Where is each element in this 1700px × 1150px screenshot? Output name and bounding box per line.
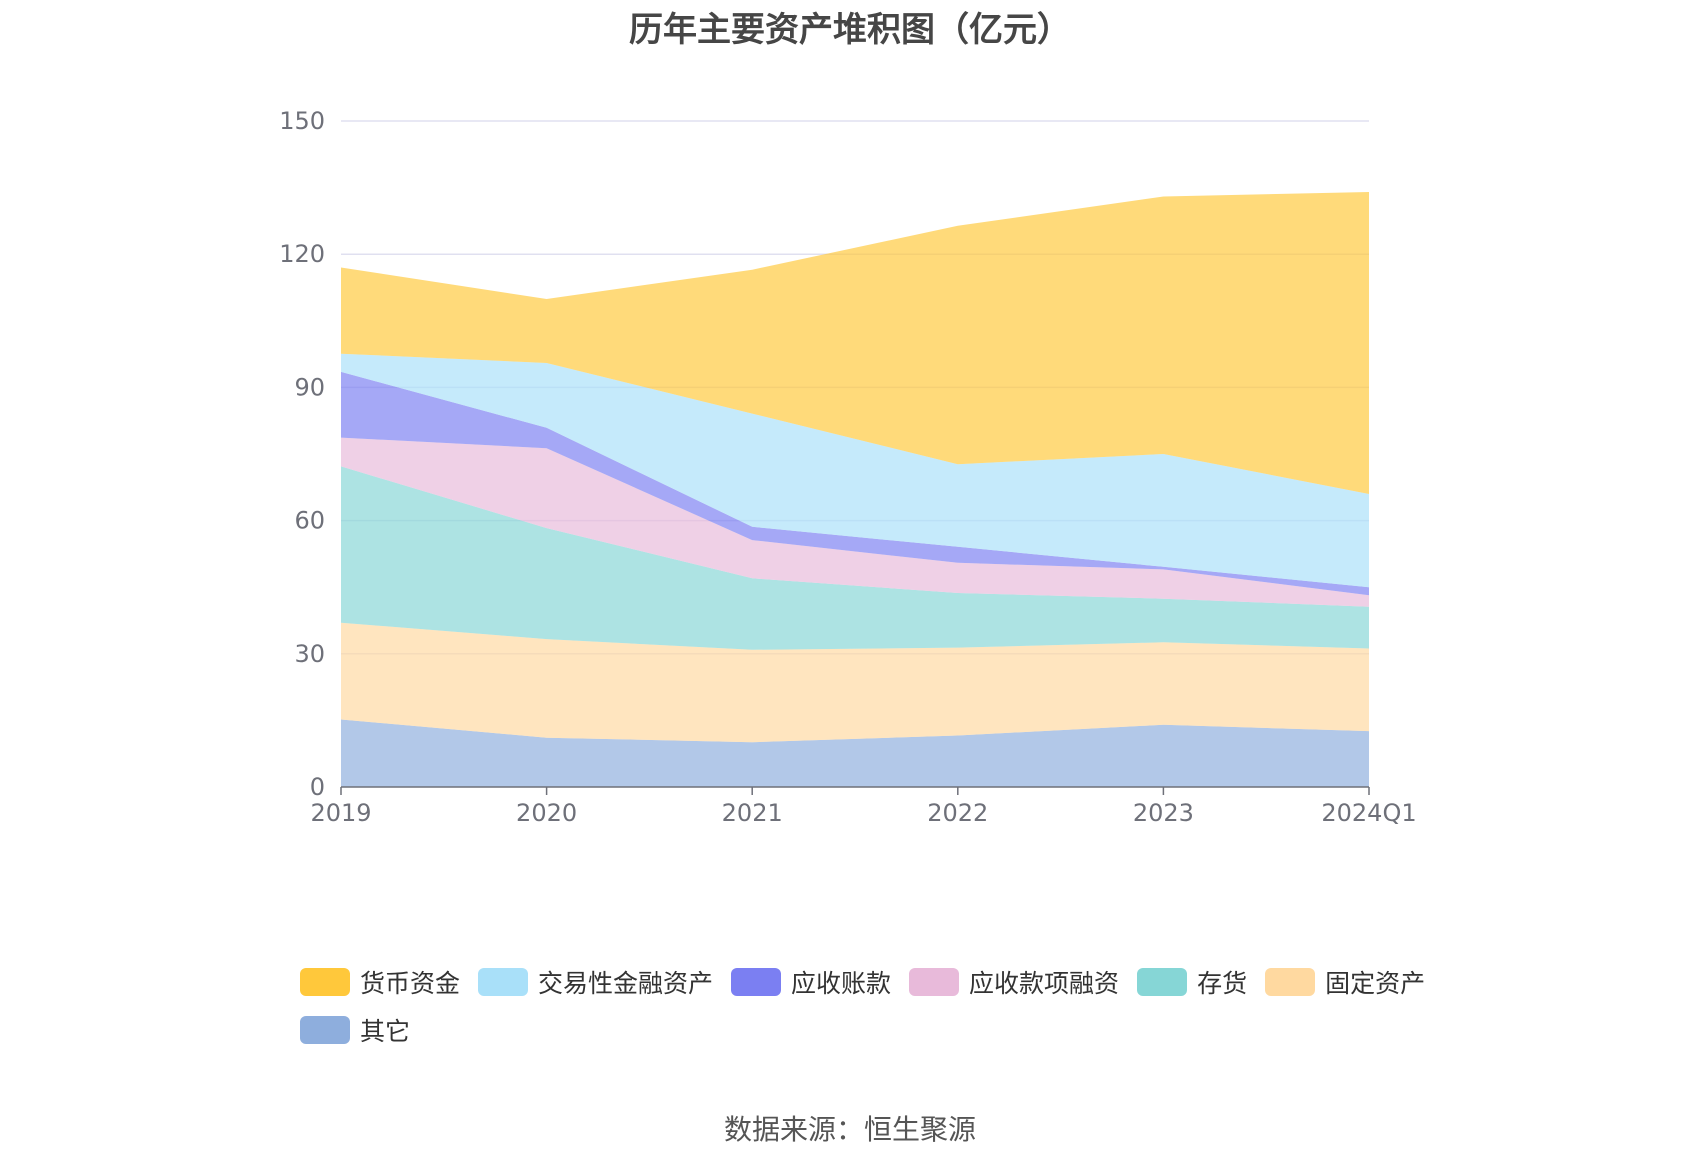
legend-label: 货币资金 (360, 969, 461, 998)
legend-item[interactable]: 货币资金 (300, 958, 460, 1006)
legend-item[interactable]: 存货 (1137, 958, 1247, 1006)
area-series-group (341, 192, 1369, 787)
legend: 货币资金 交易性金融资产 应收账款 应收款项融资 存货 固定资产其它 (300, 958, 1450, 1054)
y-tick-label: 90 (294, 373, 325, 401)
area-series-应收账款 (341, 371, 1369, 596)
legend-label: 其它 (360, 1017, 411, 1046)
legend-item[interactable]: 交易性金融资产 (478, 958, 713, 1006)
legend-item[interactable]: 其它 (300, 1006, 410, 1054)
legend-swatch (478, 968, 529, 996)
legend-swatch (909, 968, 960, 996)
legend-label: 固定资产 (1325, 969, 1426, 998)
legend-item[interactable]: 应收款项融资 (909, 958, 1119, 1006)
y-tick-label: 30 (294, 640, 325, 668)
axes (340, 786, 1370, 795)
area-series-货币资金 (341, 192, 1369, 494)
legend-label: 交易性金融资产 (538, 969, 714, 998)
area-series-固定资产 (341, 622, 1369, 743)
y-tick-label: 150 (279, 107, 325, 135)
area-series-其它 (341, 719, 1369, 787)
legend-label: 应收账款 (791, 969, 892, 998)
y-tick-label: 60 (294, 507, 325, 535)
legend-label: 应收款项融资 (969, 969, 1120, 998)
x-tick-label: 2024Q1 (1321, 799, 1416, 827)
y-tick-label: 120 (279, 240, 325, 268)
chart-title: 历年主要资产堆积图（亿元） (629, 10, 1071, 50)
legend-swatch (1137, 968, 1188, 996)
area-series-应收款项融资 (341, 437, 1369, 607)
legend-item[interactable]: 应收账款 (731, 958, 891, 1006)
x-tick-label: 2020 (516, 799, 577, 827)
source-note: 数据来源：恒生聚源 (723, 1113, 976, 1146)
legend-item[interactable]: 固定资产 (1265, 958, 1425, 1006)
tick-labels: 0 30 60 90 120 150 2019 2020 2021 2022 2023 2024Q1 (279, 107, 1416, 827)
x-tick-label: 2023 (1133, 799, 1194, 827)
y-tick-label: 0 (310, 773, 325, 801)
legend-swatch (300, 968, 350, 996)
legend-label: 存货 (1197, 969, 1248, 998)
x-tick-label: 2022 (927, 799, 988, 827)
legend-swatch (731, 968, 782, 996)
x-tick-label: 2021 (722, 799, 783, 827)
area-series-存货 (341, 466, 1369, 650)
legend-swatch (1265, 968, 1316, 996)
x-tick-label: 2019 (310, 799, 371, 827)
legend-swatch (300, 1016, 350, 1044)
area-series-交易性金融资产 (341, 353, 1369, 588)
